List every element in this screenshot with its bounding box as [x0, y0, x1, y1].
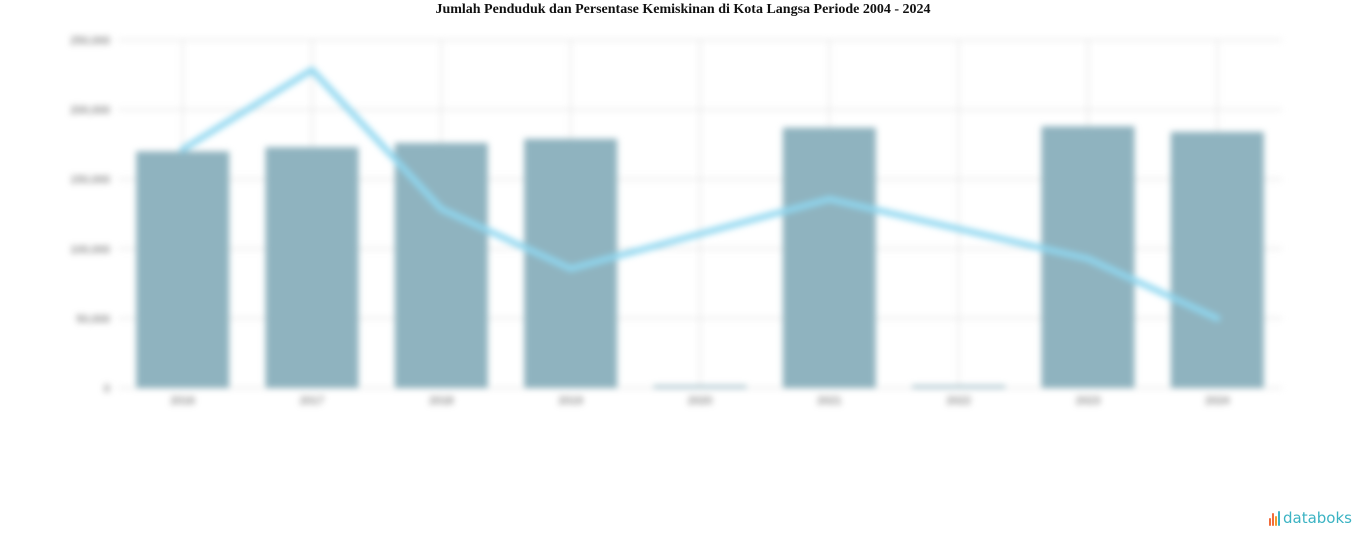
line-point-2017 [309, 66, 315, 73]
x-tick-label: 2023 [1076, 395, 1100, 407]
bar-2017 [265, 147, 359, 388]
bar-2016 [136, 151, 230, 388]
y-tick-label: 0 [104, 383, 110, 395]
x-tick-label: 2019 [558, 395, 582, 407]
bar-2022 [912, 385, 1006, 388]
line-point-2019 [567, 265, 574, 272]
x-tick-label: 2018 [429, 395, 453, 407]
bar-2019 [524, 138, 618, 388]
y-tick-label: 200,000 [70, 105, 110, 117]
bar-2018 [394, 143, 488, 388]
bar-2021 [782, 127, 876, 389]
x-tick-label: 2022 [946, 395, 970, 407]
databoks-logo: databoks [1269, 509, 1352, 527]
logo-text: databoks [1283, 509, 1352, 527]
line-point-2023 [1085, 255, 1091, 262]
bar-2020 [653, 385, 747, 388]
x-axis-ticks: 2016 2017 2018 2019 2020 2021 2022 2023 2024 [170, 395, 1229, 407]
left-axis-ticks: 0 50,000 100,000 150,000 200,000 250,000 [70, 35, 110, 395]
y-tick-label: 50,000 [76, 313, 110, 325]
x-tick-label: 2024 [1205, 395, 1229, 407]
y-tick-label: 250,000 [70, 35, 110, 47]
bar-2024 [1170, 131, 1264, 388]
line-point-2018 [438, 206, 445, 213]
x-tick-label: 2021 [817, 395, 841, 407]
y-tick-label: 100,000 [70, 244, 110, 256]
line-point-2021 [826, 196, 833, 203]
line-point-2016 [179, 146, 186, 153]
chart-title: Jumlah Penduduk dan Persentase Kemiskina… [435, 2, 931, 17]
y-tick-label: 150,000 [70, 174, 110, 186]
chart-body: 0 50,000 100,000 150,000 200,000 250,000 2016… [70, 35, 1282, 407]
line-point-2024 [1214, 315, 1221, 322]
x-tick-label: 2017 [300, 395, 324, 407]
line-series [179, 66, 1221, 322]
logo-bars-icon [1269, 510, 1280, 526]
x-tick-label: 2020 [688, 395, 712, 407]
bar-series [136, 126, 1264, 389]
x-tick-label: 2016 [170, 395, 194, 407]
